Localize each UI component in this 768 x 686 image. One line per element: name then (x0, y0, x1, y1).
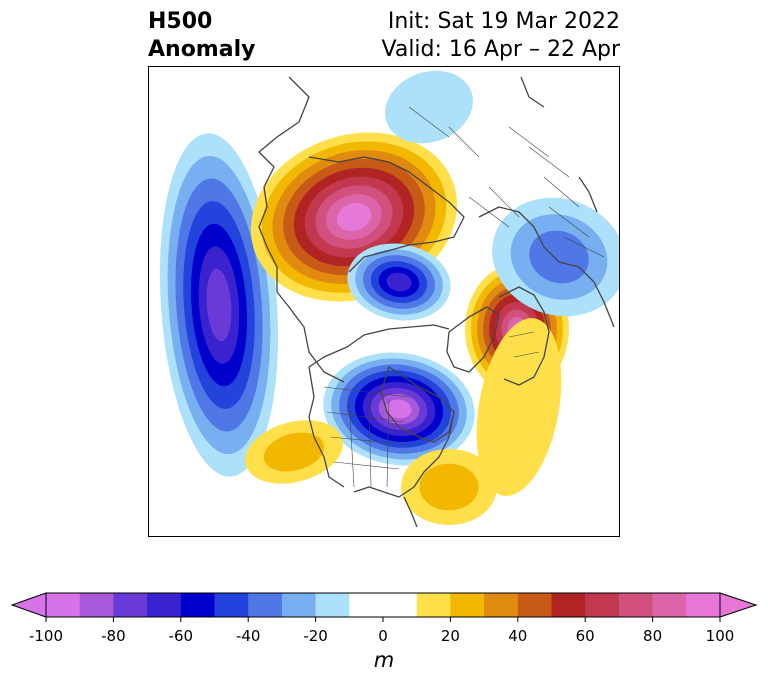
border-segment (528, 146, 570, 178)
colorbar-cell (652, 593, 687, 617)
colorbar-tick-label: -80 (101, 627, 126, 645)
border-segment (563, 236, 605, 258)
chart-title-right: Init: Sat 19 Mar 2022 Valid: 16 Apr – 22… (382, 8, 621, 64)
colorbar-cell (79, 593, 114, 617)
coastline-segment (308, 366, 345, 488)
colorbar-tick-label: 60 (575, 627, 595, 645)
colorbar-cell (551, 593, 586, 617)
anomaly-region (245, 420, 343, 484)
colorbar-cell (281, 593, 317, 617)
border-segment (513, 351, 540, 358)
colorbar-cell (383, 593, 418, 617)
colorbar-cell (517, 593, 552, 617)
anomaly-contour-fill (476, 318, 562, 496)
colorbar-cell (180, 593, 215, 617)
coastline-segment (380, 366, 455, 443)
colorbar-cell (147, 593, 182, 617)
coastline-segment (308, 156, 465, 273)
anomaly-contour-fill (263, 432, 325, 472)
border-segment (548, 206, 590, 238)
colorbar-cell (686, 593, 721, 617)
colorbar-cell (113, 593, 148, 617)
coastline-segment (403, 496, 418, 528)
colorbar-cells (10, 592, 758, 622)
chart-title-left: H500 Anomaly (148, 8, 255, 64)
border-segment (386, 398, 390, 488)
anomaly-fills (159, 70, 619, 525)
colorbar-extend-max (719, 592, 758, 618)
coastline-segment (353, 411, 455, 498)
title-init-date: Init: Sat 19 Mar 2022 (387, 9, 620, 34)
colorbar-tick-label: -40 (235, 627, 261, 645)
border-segment (508, 126, 550, 158)
coastline-segment (498, 286, 550, 386)
colorbar-cell (585, 593, 620, 617)
colorbar-cell (618, 593, 654, 617)
border-segment (326, 411, 405, 423)
colorbar-cell (315, 593, 350, 617)
coastline-segment (258, 76, 345, 383)
colorbar-unit-label: m (373, 648, 395, 672)
colorbar-tick-label: 80 (643, 627, 663, 645)
border-segment (348, 396, 355, 488)
anomaly-region (347, 243, 451, 321)
anomaly-region (401, 449, 497, 525)
anomaly-contour-fill (419, 463, 479, 511)
colorbar-tick-label: 20 (440, 627, 460, 645)
colorbar-cell (214, 593, 249, 617)
anomaly-contour-fill (386, 399, 412, 419)
political-borders (323, 106, 605, 488)
anomaly-contour-fill (385, 70, 473, 144)
title-valid-range: Valid: 16 Apr – 22 Apr (381, 37, 621, 62)
colorbar-cell (349, 593, 384, 617)
border-segment (333, 461, 400, 470)
map-svg (159, 70, 619, 528)
colorbar-tick-label: 0 (378, 627, 388, 645)
colorbar-tick-label: -20 (303, 627, 328, 645)
anomaly-region (476, 318, 562, 496)
anomaly-contour-fill (529, 230, 589, 284)
border-segment (408, 106, 450, 138)
title-field-name: H500 (148, 9, 213, 34)
border-segment (543, 176, 580, 208)
anomaly-region (385, 70, 473, 144)
anomaly-map (148, 66, 620, 537)
anomaly-region (492, 197, 619, 317)
colorbar-cell (248, 593, 283, 617)
anomaly-region (159, 133, 279, 477)
colorbar-tick-label: -60 (168, 627, 194, 645)
colorbar-tick-label: -100 (28, 627, 64, 645)
coastline-segment (578, 176, 598, 213)
colorbar-extend-min (10, 592, 47, 618)
border-segment (488, 186, 520, 218)
colorbar (10, 592, 758, 622)
colorbar-cell (46, 593, 81, 617)
coastline-segment (446, 306, 500, 373)
border-segment (448, 126, 480, 158)
coastline-segment (478, 206, 580, 268)
colorbar-cell (416, 593, 451, 617)
colorbar-tick-label: 100 (705, 627, 735, 645)
border-segment (323, 386, 410, 398)
title-field-type: Anomaly (148, 37, 256, 62)
colorbar-tick-label: 40 (508, 627, 528, 645)
anomaly-region (323, 352, 475, 466)
anomaly-contour-fill (336, 202, 372, 232)
coastline-segment (308, 324, 450, 368)
coastline-segment (578, 266, 615, 328)
coastlines (258, 76, 615, 528)
anomaly-contour-fill (386, 272, 412, 292)
colorbar-cell (484, 593, 519, 617)
border-segment (368, 396, 372, 488)
anomaly-contour-fill (206, 268, 232, 342)
border-segment (468, 196, 510, 228)
colorbar-cell (450, 593, 485, 617)
border-segment (508, 331, 535, 338)
coastline-segment (520, 76, 545, 108)
